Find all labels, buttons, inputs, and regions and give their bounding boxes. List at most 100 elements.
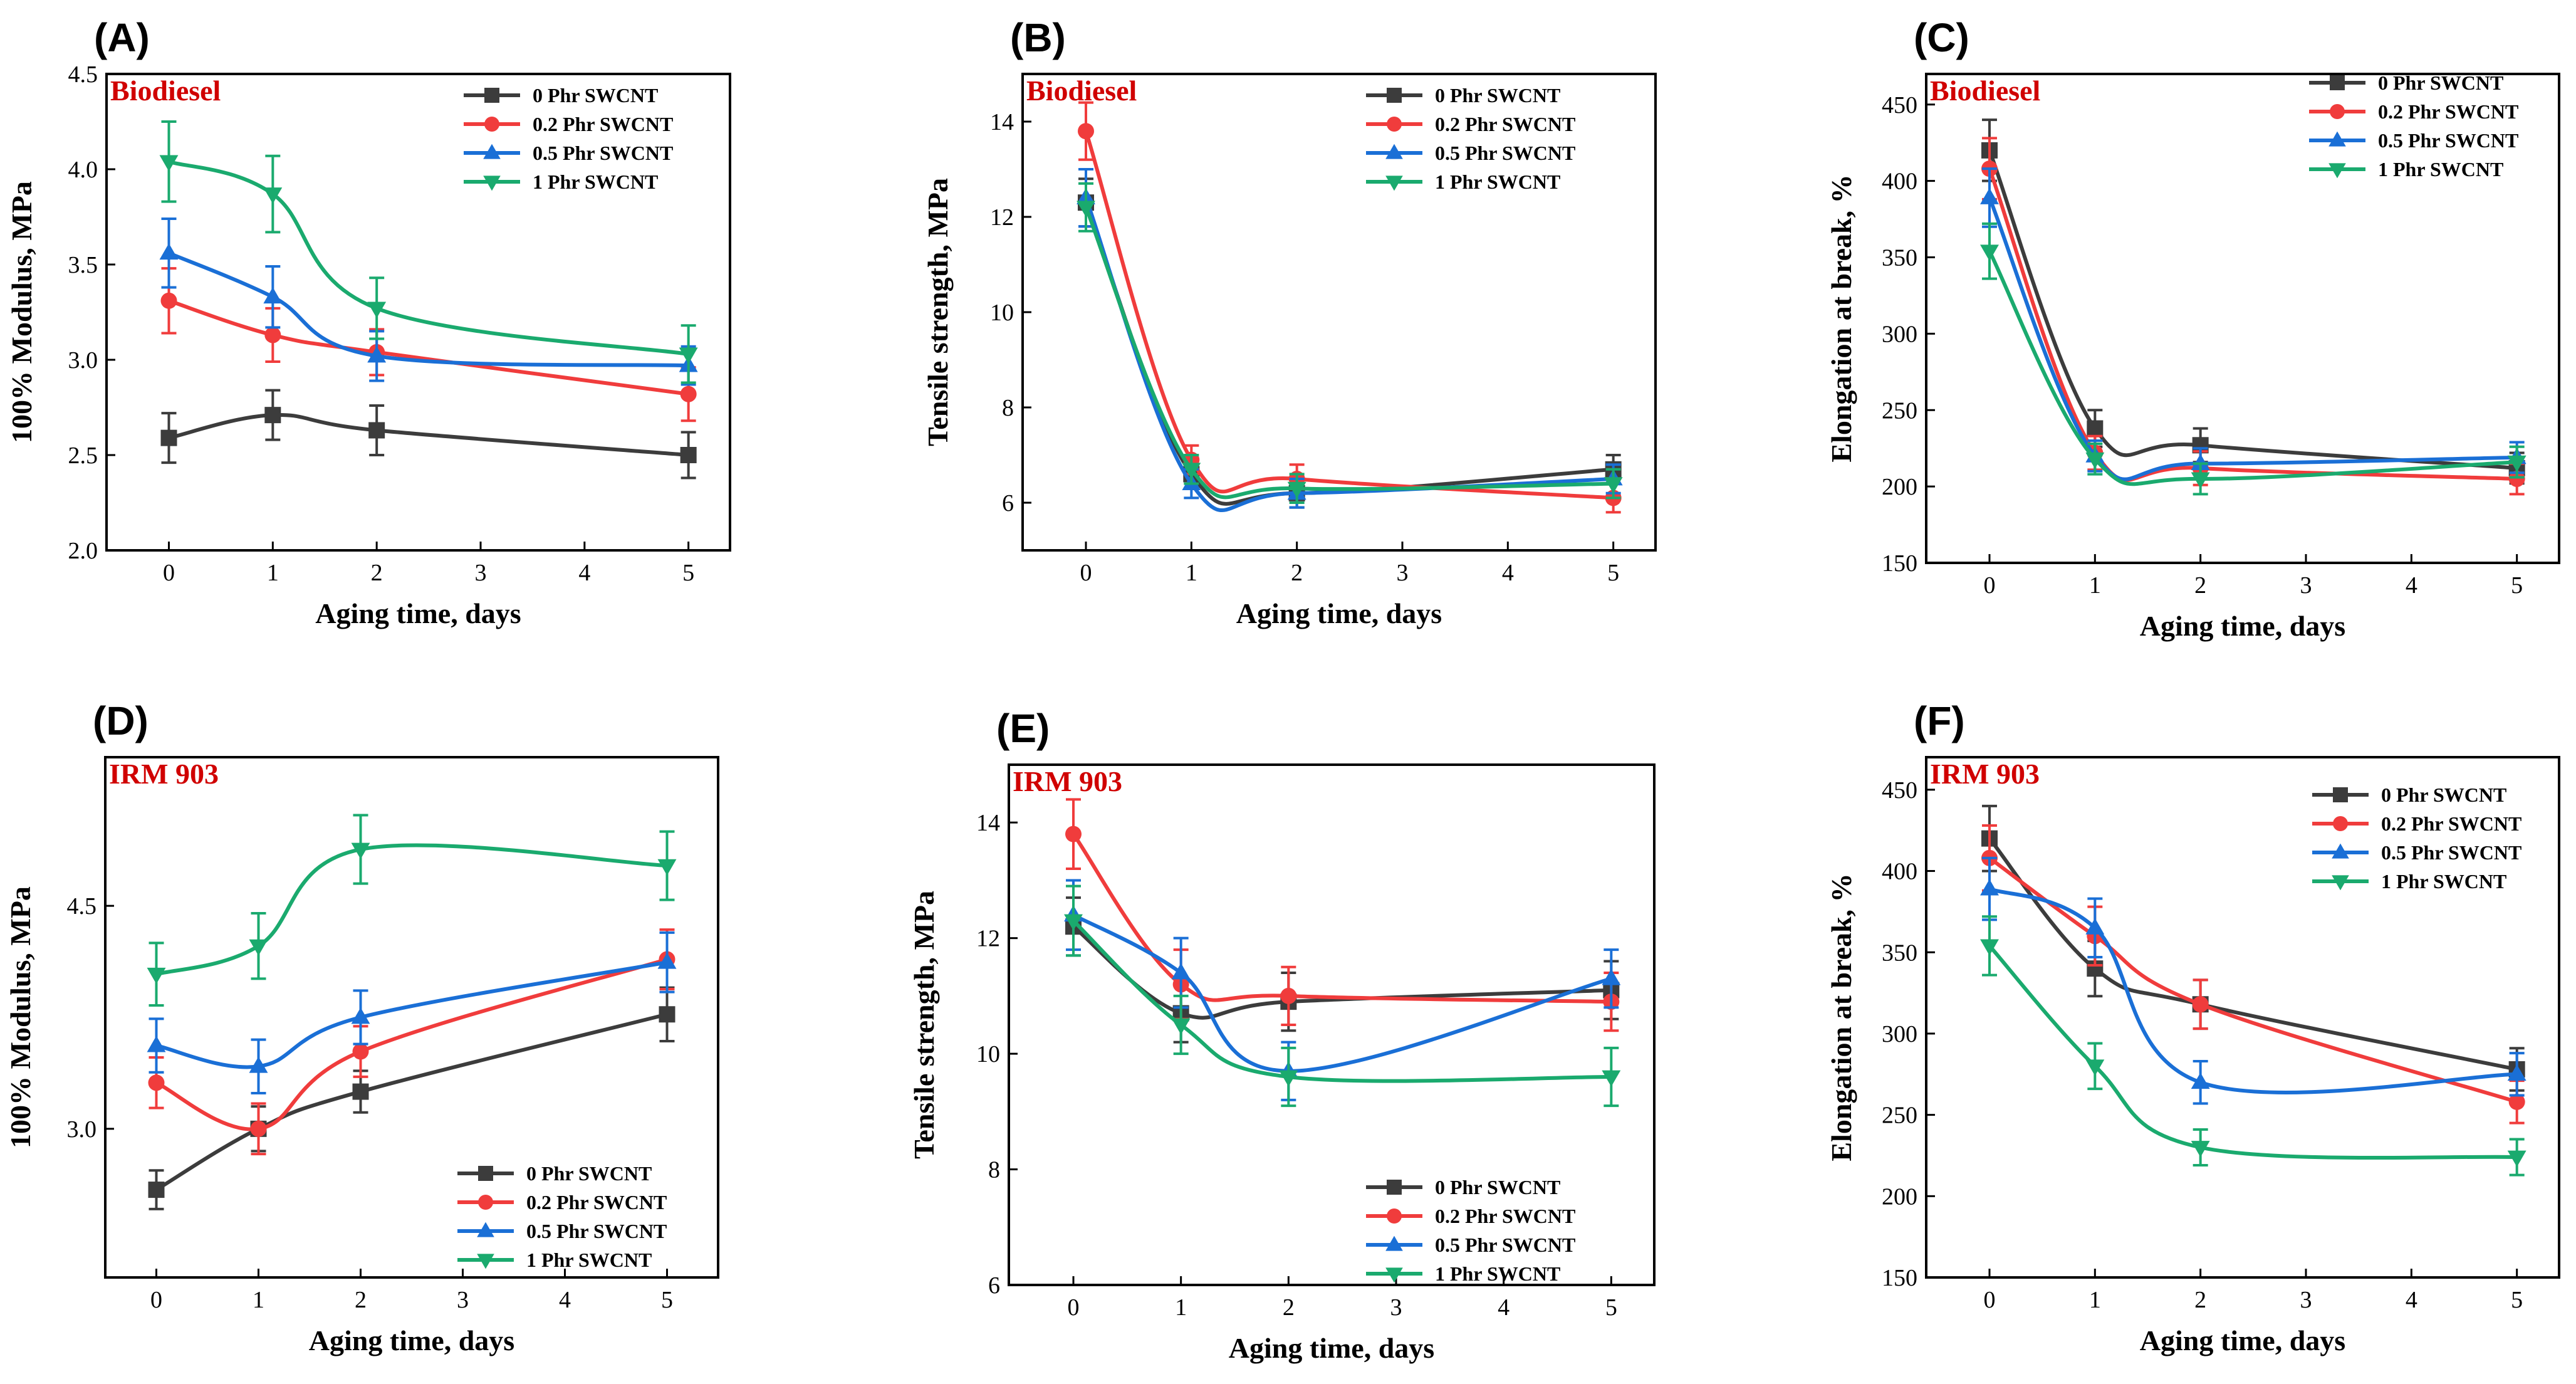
x-tick-label: 5 <box>682 560 694 586</box>
x-tick-label: 2 <box>1291 560 1303 586</box>
legend-marker <box>477 1254 494 1269</box>
y-tick-label: 12 <box>976 926 1000 952</box>
x-tick-label: 0 <box>1068 1294 1080 1321</box>
data-point <box>368 422 385 439</box>
series-3 <box>147 814 677 1007</box>
panel-label: (A) <box>94 15 150 60</box>
x-tick-label: 0 <box>1984 572 1996 599</box>
legend-label: 0.2 Phr SWCNT <box>1435 113 1575 135</box>
y-tick-label: 4.5 <box>67 893 97 920</box>
y-tick-label: 300 <box>1882 321 1917 347</box>
series-2 <box>1980 167 2526 481</box>
x-tick-label: 4 <box>559 1287 571 1313</box>
plot-frame <box>1008 763 1656 1286</box>
panel-label: (C) <box>1914 15 1969 60</box>
data-point <box>1065 826 1082 842</box>
legend-label: 0.5 Phr SWCNT <box>1435 1234 1575 1256</box>
x-axis-title: Aging time, days <box>2140 1324 2345 1356</box>
legend-marker <box>478 1195 493 1210</box>
x-tick-label: 0 <box>1984 1287 1996 1313</box>
y-tick-label: 200 <box>1882 474 1917 500</box>
data-point <box>1064 914 1083 931</box>
condition-label: Biodiesel <box>1930 75 2040 107</box>
y-tick-label: 12 <box>990 204 1014 231</box>
series-line <box>155 843 667 977</box>
series-line <box>1072 919 1612 1083</box>
y-tick-label: 14 <box>990 109 1014 135</box>
data-point <box>2085 452 2105 469</box>
x-tick-label: 0 <box>163 560 175 586</box>
legend-label: 1 Phr SWCNT <box>1435 1262 1560 1285</box>
legend-marker <box>478 1166 493 1181</box>
data-point <box>367 301 387 318</box>
series-0 <box>1065 896 1620 1044</box>
series-line <box>1988 944 2517 1160</box>
data-point <box>264 407 281 424</box>
data-point <box>1078 123 1094 140</box>
legend: 0 Phr SWCNT 0.2 Phr SWCNT 0.5 Phr SWCNT 1 P… <box>457 1162 667 1271</box>
y-tick-label: 3.0 <box>67 1116 97 1143</box>
y-tick-label: 14 <box>976 810 1000 836</box>
legend: 0 Phr SWCNT 0.2 Phr SWCNT 0.5 Phr SWCNT 1 P… <box>1366 1176 1575 1285</box>
data-point <box>680 385 697 402</box>
data-point <box>367 346 387 363</box>
legend-marker <box>2332 875 2349 891</box>
data-point <box>657 952 677 969</box>
x-tick-label: 5 <box>1605 1294 1617 1321</box>
series-line <box>1988 250 2517 486</box>
x-tick-label: 5 <box>661 1287 673 1313</box>
data-point <box>159 155 179 172</box>
x-tick-label: 5 <box>1607 560 1619 586</box>
series-line <box>1988 197 2517 481</box>
legend-marker <box>1387 88 1402 103</box>
y-tick-label: 250 <box>1882 1103 1917 1129</box>
data-point <box>1980 244 1999 261</box>
y-tick-label: 8 <box>1002 395 1014 421</box>
x-tick-label: 3 <box>2300 572 2312 599</box>
legend-label: 0.2 Phr SWCNT <box>526 1191 667 1214</box>
x-axis-title: Aging time, days <box>315 597 521 629</box>
series-line <box>1988 837 2518 1071</box>
y-tick-label: 200 <box>1882 1183 1917 1210</box>
data-point <box>264 327 281 343</box>
legend: 0 Phr SWCNT 0.2 Phr SWCNT 0.5 Phr SWCNT 1 P… <box>2309 71 2518 181</box>
data-point <box>352 1043 369 1060</box>
legend-marker <box>484 117 499 132</box>
y-tick-label: 10 <box>990 300 1014 326</box>
condition-label: Biodiesel <box>1026 75 1137 107</box>
data-point <box>2191 453 2210 470</box>
series-0 <box>1078 177 1622 509</box>
data-point <box>263 187 283 204</box>
series-line <box>168 251 689 368</box>
x-tick-label: 5 <box>2511 572 2523 599</box>
data-point <box>1287 481 1306 498</box>
series-line <box>1988 856 2518 1104</box>
legend-marker <box>1385 1235 1403 1251</box>
panel-label: (B) <box>1010 15 1066 60</box>
series-3 <box>1980 915 2526 1177</box>
plot-frame <box>104 756 719 1279</box>
data-point <box>351 1007 370 1024</box>
legend-label: 0.2 Phr SWCNT <box>533 113 673 135</box>
data-point <box>1602 968 1621 985</box>
x-axis-title: Aging time, days <box>1236 597 1442 629</box>
data-point <box>2507 455 2526 472</box>
panel-label: (F) <box>1914 698 1965 743</box>
x-tick-label: 2 <box>355 1287 367 1313</box>
plot-frame <box>105 73 731 552</box>
data-point <box>1603 477 1623 494</box>
y-axis-title: Elongation at break, % <box>1825 873 1857 1161</box>
data-point <box>659 1006 675 1023</box>
data-point <box>160 292 177 309</box>
chart-panel-3: (D) IRM 903 0 1 2 3 4 5 3.0 4.5 Aging time, days 10… <box>4 698 719 1356</box>
legend-label: 0 Phr SWCNT <box>533 84 658 107</box>
data-point <box>680 447 697 463</box>
data-point <box>1980 939 1999 956</box>
series-line <box>1988 887 2517 1094</box>
x-tick-label: 0 <box>1080 560 1092 586</box>
data-point <box>2508 470 2525 487</box>
x-tick-label: 4 <box>1498 1294 1510 1321</box>
y-axis-title: 100% Modulus, MPa <box>4 886 36 1148</box>
data-point <box>263 287 283 304</box>
